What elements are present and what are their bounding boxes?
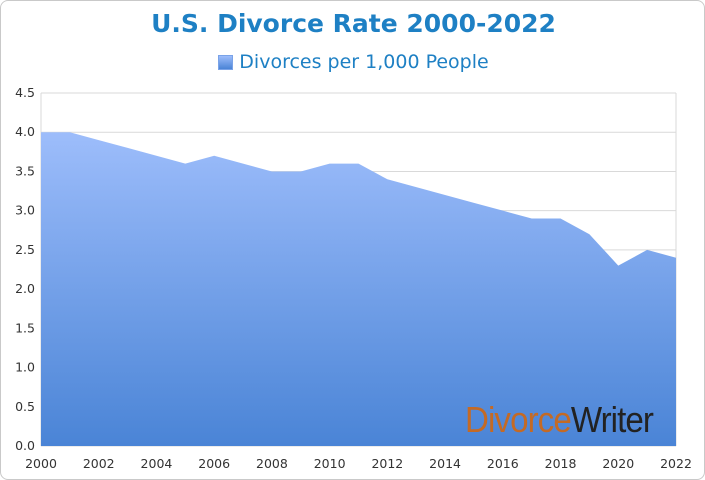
y-tick-label: 1.0	[15, 360, 35, 375]
y-tick-label: 2.0	[15, 281, 35, 296]
x-tick-label: 2006	[198, 456, 230, 471]
x-tick-label: 2008	[256, 456, 288, 471]
logo-part-writer: Writer	[570, 399, 654, 440]
y-tick-label: 1.5	[15, 320, 35, 335]
y-tick-label: 0.0	[15, 438, 35, 453]
divorcewriter-logo: DivorceWriter	[465, 399, 654, 440]
x-tick-label: 2010	[314, 456, 346, 471]
legend-swatch	[218, 54, 234, 70]
x-tick-label: 2000	[25, 456, 57, 471]
x-tick-label: 2022	[660, 456, 692, 471]
y-tick-label: 0.5	[15, 399, 35, 414]
x-tick-label: 2012	[371, 456, 403, 471]
y-tick-label: 3.0	[15, 203, 35, 218]
x-tick-label: 2014	[429, 456, 461, 471]
x-tick-label: 2018	[545, 456, 577, 471]
x-tick-label: 2002	[83, 456, 115, 471]
x-tick-label: 2016	[487, 456, 519, 471]
y-tick-label: 3.5	[15, 163, 35, 178]
x-tick-label: 2004	[141, 456, 173, 471]
y-axis-ticks: 0.0 0.5 1.0 1.5 2.0 2.5 3.0 3.5 4.0 4.5	[15, 85, 35, 453]
y-tick-label: 4.0	[15, 124, 35, 139]
chart-title: U.S. Divorce Rate 2000-2022	[151, 9, 556, 38]
logo-part-divorce: Divorce	[465, 399, 572, 440]
x-axis-ticks: 2000 2002 2004 2006 2008 2010 2012 2014 2016 2018…	[25, 456, 692, 471]
legend-label: Divorces per 1,000 People	[239, 51, 489, 73]
y-tick-label: 2.5	[15, 242, 35, 257]
chart-legend: Divorces per 1,000 People	[1, 51, 704, 73]
y-tick-label: 4.5	[15, 85, 35, 100]
series-area	[41, 132, 676, 446]
x-tick-label: 2020	[602, 456, 634, 471]
